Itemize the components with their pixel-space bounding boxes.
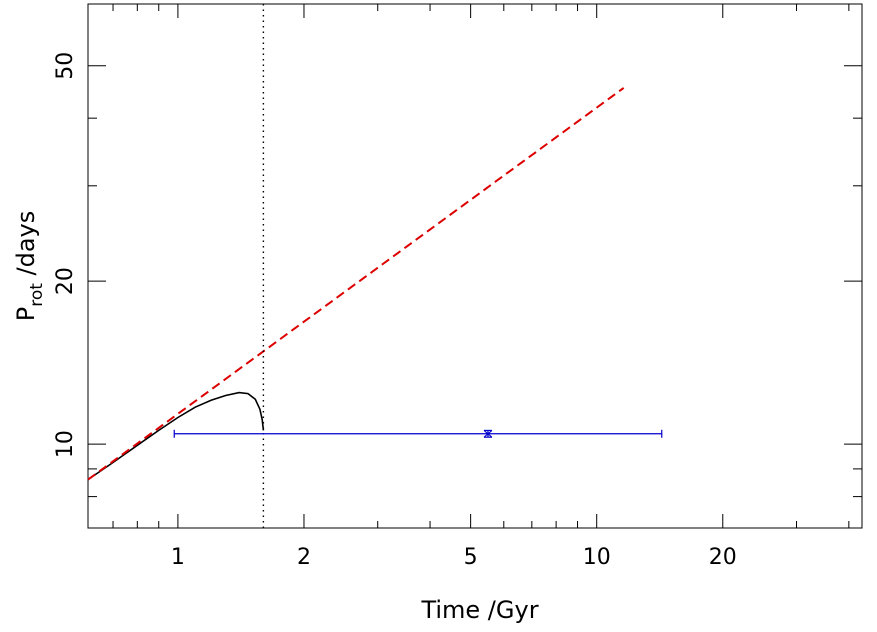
- x-axis-title: Time /Gyr: [420, 596, 538, 624]
- y-tick-label: 10: [53, 430, 78, 458]
- annotation-layer: [173, 4, 663, 528]
- series-layer: [87, 87, 625, 481]
- x-tick-label: 10: [583, 545, 611, 570]
- solid-series-line: [87, 391, 265, 481]
- ticks: [88, 4, 862, 528]
- y-axis-title: Prot /days: [12, 211, 47, 322]
- x-tick-label: 1: [171, 545, 185, 570]
- x-tick-label: 20: [709, 545, 737, 570]
- y-tick-label: 50: [53, 52, 78, 80]
- y-axis-title-rest: /days: [12, 211, 40, 283]
- data-point-marker: [483, 430, 493, 438]
- dashed-series-line: [87, 87, 625, 481]
- plot-frame: [87, 3, 863, 529]
- x-tick-label: 2: [297, 545, 311, 570]
- y-axis-title-subscript: rot: [27, 283, 47, 307]
- tick-labels: 1 2 5 10 20 10 20 50: [53, 52, 737, 570]
- y-axis-title-main: P: [12, 307, 40, 321]
- x-tick-label: 5: [464, 545, 478, 570]
- y-tick-label: 20: [53, 267, 78, 295]
